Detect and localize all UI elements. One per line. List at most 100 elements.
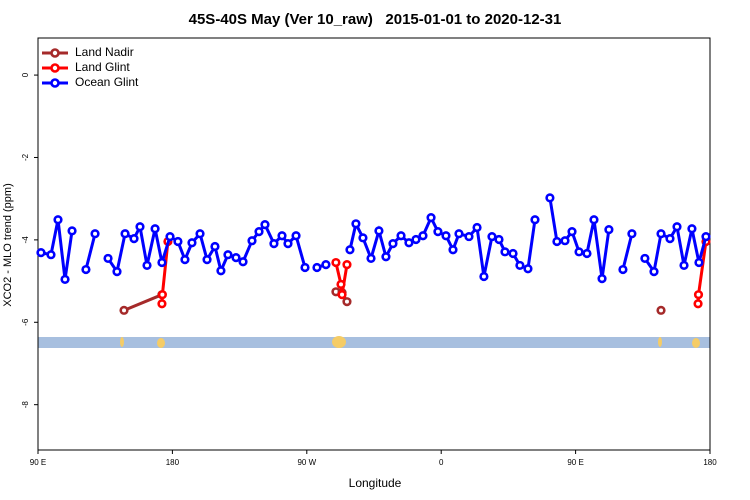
data-point	[119, 305, 129, 315]
y-tick-label: -8	[21, 401, 30, 409]
y-tick-label: -2	[21, 153, 30, 161]
data-point	[448, 245, 458, 255]
data-point	[321, 260, 331, 270]
y-axis-label: XCO2 - MLO trend (ppm)	[2, 183, 14, 306]
data-point	[165, 231, 175, 242]
data-point	[336, 279, 346, 289]
data-point	[679, 260, 689, 271]
data-point	[46, 250, 56, 260]
data-point	[560, 236, 570, 246]
data-point	[656, 229, 666, 239]
data-point	[381, 252, 391, 262]
x-tick-label: 90 E	[30, 458, 46, 467]
data-point	[404, 238, 414, 248]
data-point	[81, 264, 91, 275]
legend-label: Land Nadir	[75, 45, 134, 59]
data-point	[567, 227, 577, 237]
data-point	[374, 226, 384, 236]
data-point	[552, 236, 562, 247]
data-point	[112, 267, 122, 277]
y-tick-label: 0	[21, 72, 30, 77]
data-point	[366, 253, 376, 264]
chart-title: 45S-40S May (Ver 10_raw) 2015-01-01 to 2…	[189, 11, 562, 28]
data-point	[627, 229, 637, 239]
data-point	[574, 247, 584, 257]
data-point	[90, 229, 100, 239]
data-point	[693, 290, 704, 300]
data-point	[479, 271, 489, 282]
data-point	[640, 253, 650, 264]
data-point	[487, 231, 497, 242]
x-axis-label: Longitude	[349, 476, 402, 490]
legend-swatch-marker	[50, 78, 60, 88]
data-point	[604, 224, 614, 235]
series-line	[40, 197, 708, 280]
data-point	[454, 229, 464, 239]
data-point	[277, 231, 287, 241]
data-point	[210, 241, 220, 252]
data-point	[300, 262, 310, 273]
legend-swatch-marker	[50, 63, 60, 73]
data-point	[67, 226, 77, 236]
data-point	[202, 255, 212, 265]
data-point	[157, 299, 167, 309]
data-point	[656, 305, 666, 315]
data-point	[254, 227, 264, 237]
data-point	[597, 274, 607, 284]
data-point	[260, 220, 270, 230]
data-point	[523, 264, 533, 274]
data-point	[388, 238, 398, 249]
data-point	[589, 215, 599, 225]
data-point	[187, 238, 197, 248]
data-point	[418, 231, 428, 241]
data-point	[231, 252, 241, 263]
data-point	[342, 297, 352, 307]
data-point	[494, 234, 504, 245]
data-point	[269, 238, 279, 249]
x-tick-label: 180	[703, 458, 717, 467]
legend-label: Ocean Glint	[75, 75, 139, 89]
data-point	[345, 245, 355, 255]
data-point	[545, 193, 555, 203]
data-point	[508, 248, 518, 259]
data-point	[247, 236, 257, 246]
data-point	[157, 290, 167, 300]
x-tick-label: 90 E	[567, 458, 583, 467]
plot-frame	[37, 37, 711, 451]
data-point	[411, 234, 421, 245]
data-point	[358, 233, 368, 243]
data-point	[396, 231, 406, 241]
x-tick-label: 180	[166, 458, 180, 467]
data-point	[665, 234, 675, 244]
data-point	[120, 229, 130, 239]
data-point	[426, 213, 436, 223]
data-point	[693, 299, 703, 309]
data-point	[649, 267, 659, 277]
data-point	[180, 255, 190, 265]
data-point	[351, 219, 361, 229]
data-point	[331, 257, 341, 268]
data-point	[291, 231, 301, 241]
series-line	[124, 292, 661, 311]
x-tick-label: 0	[439, 458, 444, 467]
data-point	[142, 260, 152, 271]
y-tick-label: -4	[21, 236, 30, 244]
land-mask-strip	[38, 336, 710, 348]
data-point	[283, 238, 293, 249]
data-point	[103, 253, 113, 264]
data-point	[150, 224, 160, 234]
data-point	[342, 260, 352, 270]
legend-swatch-marker	[50, 48, 60, 58]
data-point	[238, 257, 248, 267]
y-tick-label: -6	[21, 318, 30, 326]
data-point	[687, 224, 697, 234]
data-point	[441, 231, 451, 241]
data-point	[672, 222, 682, 232]
data-point	[195, 229, 205, 239]
data-point	[530, 215, 540, 225]
data-point	[582, 248, 592, 259]
legend-label: Land Glint	[75, 60, 130, 74]
data-point	[472, 222, 482, 233]
